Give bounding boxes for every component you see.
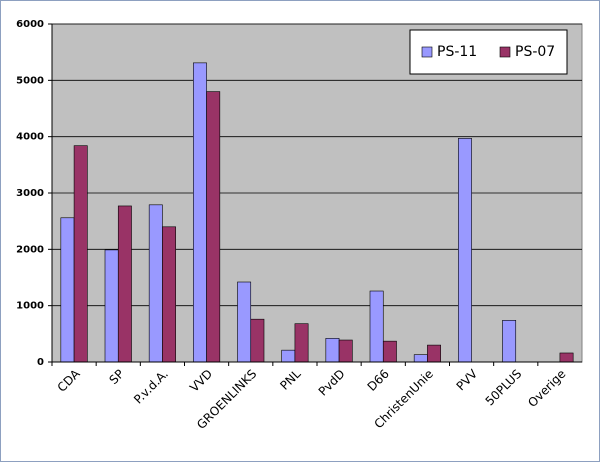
bar xyxy=(104,249,119,363)
y-tick-label: 5000 xyxy=(16,75,44,86)
y-tick-label: 2000 xyxy=(16,244,44,255)
legend-label: PS-07 xyxy=(515,44,555,60)
bar xyxy=(60,217,75,363)
y-tick-label: 1000 xyxy=(16,301,44,312)
bar xyxy=(148,204,163,363)
bar xyxy=(117,205,132,363)
bar xyxy=(413,354,428,363)
y-tick-label: 6000 xyxy=(16,19,44,30)
bar xyxy=(250,318,265,363)
bar xyxy=(294,323,309,363)
y-tick-label: 4000 xyxy=(16,132,44,143)
bar xyxy=(193,62,207,363)
legend-box xyxy=(409,29,568,75)
bar xyxy=(382,340,397,363)
y-tick-label: 3000 xyxy=(16,188,44,199)
bar xyxy=(325,338,340,363)
bar xyxy=(206,91,221,363)
bar xyxy=(502,320,517,363)
bar xyxy=(427,344,441,363)
y-tick-label: 0 xyxy=(37,357,44,368)
legend-label: PS-11 xyxy=(437,44,477,60)
bar xyxy=(73,145,88,363)
bar xyxy=(162,226,176,363)
bar xyxy=(458,138,472,363)
bar xyxy=(281,349,296,363)
bar xyxy=(559,352,574,363)
bar xyxy=(237,281,252,363)
bar xyxy=(338,339,353,363)
legend-swatch xyxy=(421,46,433,58)
bar xyxy=(369,290,384,363)
legend-swatch xyxy=(499,46,511,58)
